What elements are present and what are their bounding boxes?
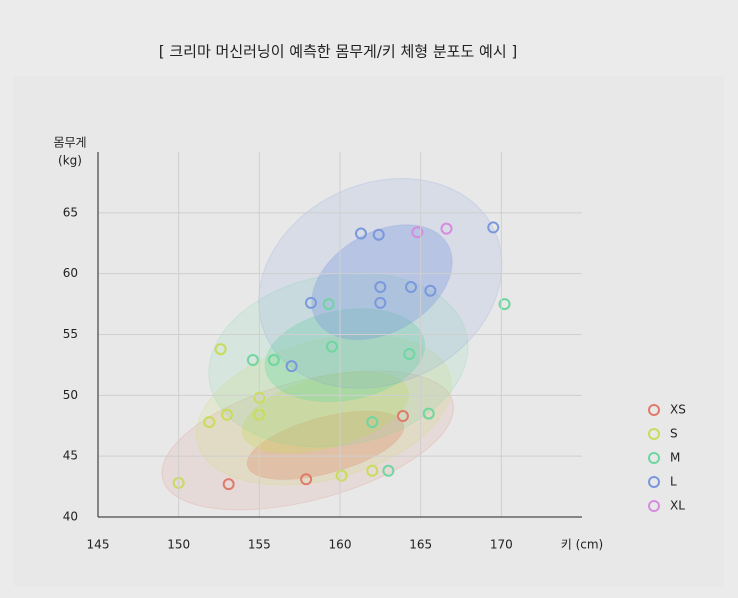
data-point [267,354,280,367]
x-tick-label: 145 [87,538,110,552]
legend-label: XS [670,403,686,417]
x-tick-label: 165 [409,538,432,552]
plot-background [14,76,724,586]
legend-label: M [670,451,680,465]
data-point [403,347,416,360]
data-point [304,296,317,309]
data-point [382,464,395,477]
data-point [498,298,511,311]
data-point [322,298,335,311]
y-tick-label: 45 [63,449,78,463]
data-point [487,221,500,234]
y-axis-label: 몸무게 [53,136,86,150]
data-point [411,226,424,239]
data-point [221,408,234,421]
legend-marker [648,452,660,464]
data-point [396,410,409,423]
data-point [404,281,417,294]
x-axis-label: 키 (cm) [561,538,604,552]
data-point [325,340,338,353]
data-point [372,228,385,241]
legend-marker [648,428,660,440]
y-tick-label: 40 [63,510,78,524]
x-tick-label: 155 [248,538,271,552]
data-point [203,416,216,429]
data-point [285,360,298,373]
x-tick-label: 160 [329,538,352,552]
x-tick-label: 150 [167,538,190,552]
y-axis-label: (kg) [58,154,82,168]
density-ellipse [208,272,469,448]
chart-title: [ 크리마 머신러닝이 예측한 몸무게/키 체형 분포도 예시 ] [159,43,518,61]
data-point [424,284,437,297]
data-point [374,296,387,309]
density-ellipse [241,371,410,454]
legend-marker [648,404,660,416]
x-tick-label: 170 [490,538,513,552]
data-point [440,222,453,235]
data-point [222,478,235,491]
y-tick-label: 55 [63,327,78,341]
data-point [335,469,348,482]
data-point [374,281,387,294]
y-tick-label: 60 [63,266,78,280]
data-point [214,343,227,356]
legend-label: S [670,427,678,441]
data-point [422,407,435,420]
legend-marker [648,500,660,512]
legend-label: L [670,475,677,489]
y-tick-label: 50 [63,388,78,402]
data-point [246,354,259,367]
data-point [366,416,379,429]
density-ellipse [264,308,426,403]
data-point [300,473,313,486]
y-tick-label: 65 [63,205,78,219]
density-ellipse [195,334,452,486]
data-point [366,464,379,477]
legend-label: XL [670,499,685,513]
legend-marker [648,476,660,488]
data-point [354,227,367,240]
density-ellipse [246,410,405,480]
density-ellipse [161,370,454,511]
